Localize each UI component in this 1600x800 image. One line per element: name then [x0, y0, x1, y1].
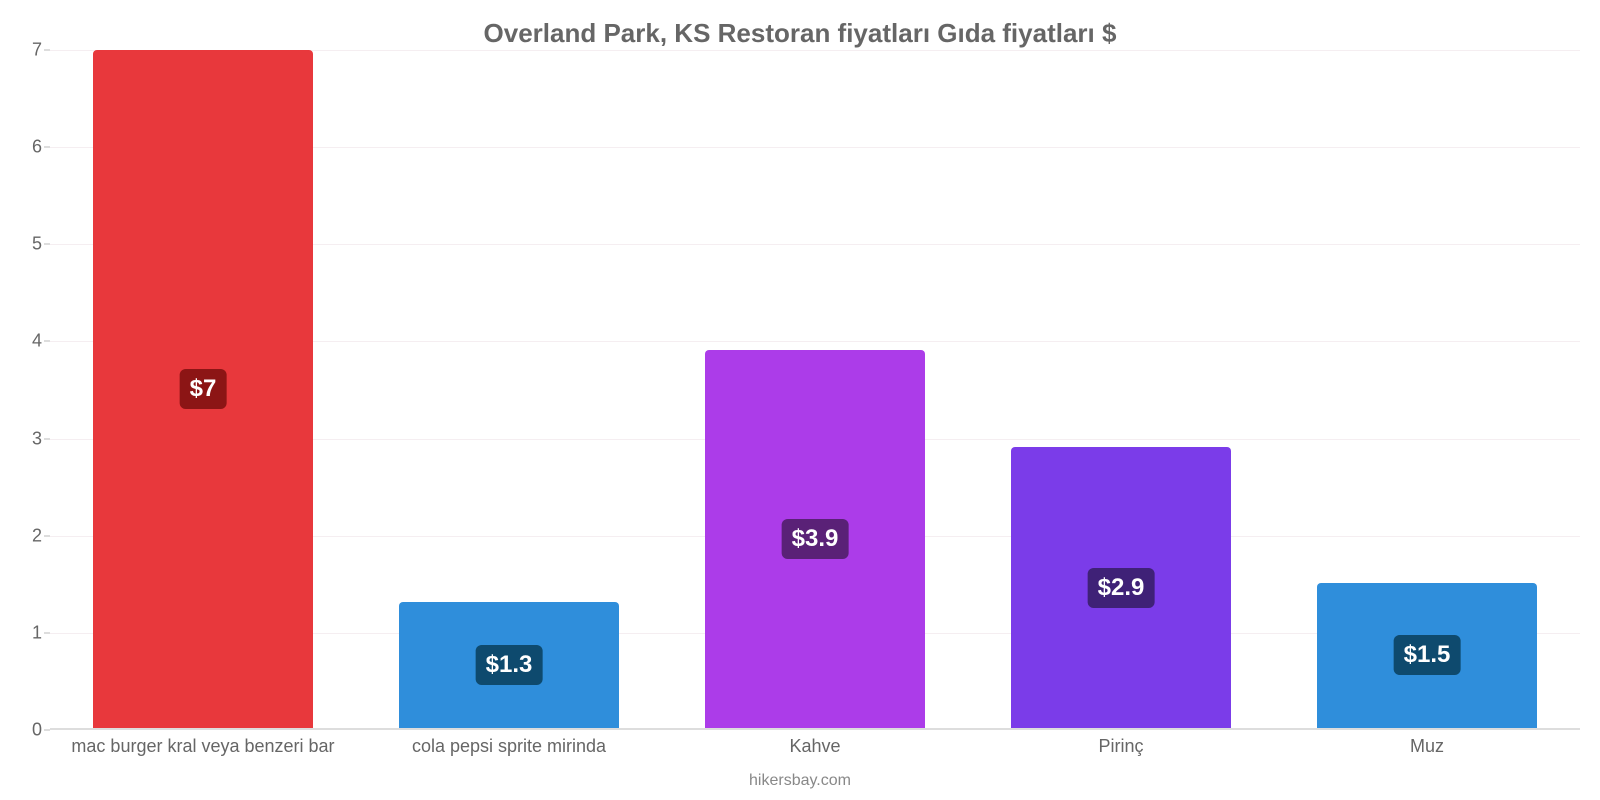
- x-tick-label: Pirinç: [1098, 736, 1143, 757]
- x-tick-label: Kahve: [789, 736, 840, 757]
- bar-slot: $1.3cola pepsi sprite mirinda: [399, 50, 619, 728]
- y-tick-label: 0: [20, 720, 42, 741]
- value-badge: $3.9: [782, 519, 849, 559]
- bars-container: $7mac burger kral veya benzeri bar $1.3co…: [50, 50, 1580, 728]
- x-tick-label: mac burger kral veya benzeri bar: [71, 736, 334, 757]
- y-tick-label: 1: [20, 622, 42, 643]
- bar-slot: $3.9Kahve: [705, 50, 925, 728]
- bar-slot: $1.5Muz: [1317, 50, 1537, 728]
- bar-slot: $7mac burger kral veya benzeri bar: [93, 50, 313, 728]
- value-badge: $2.9: [1088, 568, 1155, 608]
- value-badge: $7: [180, 369, 227, 409]
- x-axis-line: [50, 728, 1580, 730]
- bar-slot: $2.9Pirinç: [1011, 50, 1231, 728]
- value-badge: $1.5: [1394, 635, 1461, 675]
- y-tick-label: 6: [20, 137, 42, 158]
- y-tick-label: 7: [20, 40, 42, 61]
- value-badge: $1.3: [476, 645, 543, 685]
- x-tick-label: Muz: [1410, 736, 1444, 757]
- x-tick-label: cola pepsi sprite mirinda: [412, 736, 606, 757]
- y-tick-label: 3: [20, 428, 42, 449]
- y-tick-label: 2: [20, 525, 42, 546]
- y-tick-label: 4: [20, 331, 42, 352]
- chart-title: Overland Park, KS Restoran fiyatları Gıd…: [0, 18, 1600, 49]
- attribution-text: hikersbay.com: [0, 772, 1600, 790]
- y-tick-label: 5: [20, 234, 42, 255]
- plot-area: 01234567 $7mac burger kral veya benzeri …: [50, 50, 1580, 730]
